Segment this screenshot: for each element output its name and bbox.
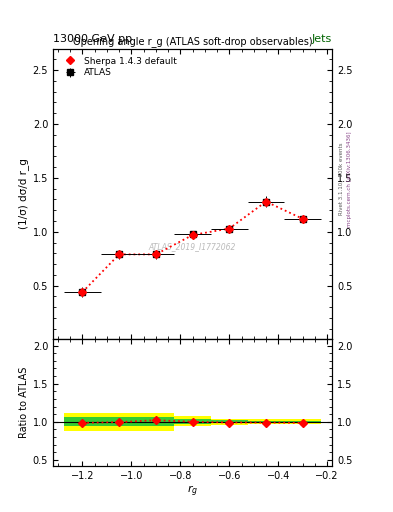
Legend: Sherpa 1.4.3 default, ATLAS: Sherpa 1.4.3 default, ATLAS	[57, 53, 180, 81]
Sherpa 1.4.3 default	[227, 225, 231, 231]
Y-axis label: (1/σ) dσ/d r_g: (1/σ) dσ/d r_g	[18, 159, 29, 229]
Line: Sherpa 1.4.3 default: Sherpa 1.4.3 default	[80, 199, 305, 295]
Text: Rivet 3.1.10,  500k events: Rivet 3.1.10, 500k events	[339, 143, 344, 216]
Text: 13000 GeV pp: 13000 GeV pp	[53, 33, 132, 44]
Text: mcplots.cern.ch [arXiv:1306.3436]: mcplots.cern.ch [arXiv:1306.3436]	[347, 132, 352, 227]
Sherpa 1.4.3 default	[80, 289, 85, 295]
Text: ATLAS_2019_I1772062: ATLAS_2019_I1772062	[149, 242, 236, 251]
Sherpa 1.4.3 default	[190, 232, 195, 238]
X-axis label: $r_g$: $r_g$	[187, 483, 198, 499]
Y-axis label: Ratio to ATLAS: Ratio to ATLAS	[18, 367, 29, 438]
Sherpa 1.4.3 default	[264, 199, 268, 205]
Sherpa 1.4.3 default	[300, 216, 305, 222]
Text: Jets: Jets	[312, 33, 332, 44]
Sherpa 1.4.3 default	[117, 251, 121, 258]
Sherpa 1.4.3 default	[154, 251, 158, 258]
Title: Opening angle r_g (ATLAS soft-drop observables): Opening angle r_g (ATLAS soft-drop obser…	[73, 36, 312, 48]
